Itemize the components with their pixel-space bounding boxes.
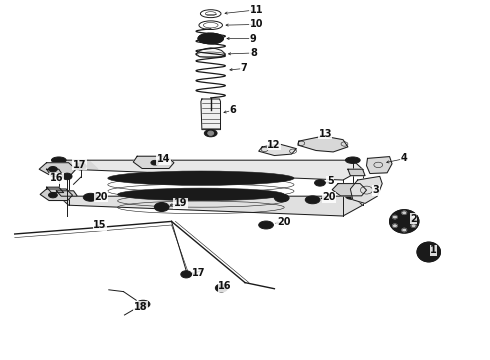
Ellipse shape <box>394 214 414 229</box>
Circle shape <box>419 251 423 253</box>
Ellipse shape <box>204 130 217 137</box>
Circle shape <box>208 131 214 135</box>
Ellipse shape <box>305 196 320 204</box>
Ellipse shape <box>136 300 150 308</box>
Polygon shape <box>259 144 296 156</box>
Text: 15: 15 <box>93 220 107 230</box>
Ellipse shape <box>259 221 273 229</box>
Ellipse shape <box>62 173 72 180</box>
Polygon shape <box>59 196 363 216</box>
Ellipse shape <box>49 192 57 198</box>
Circle shape <box>431 256 435 259</box>
Text: 12: 12 <box>267 140 281 150</box>
Circle shape <box>411 215 416 219</box>
Circle shape <box>402 228 407 232</box>
Ellipse shape <box>51 157 66 163</box>
Circle shape <box>392 215 397 219</box>
Ellipse shape <box>118 188 284 201</box>
Circle shape <box>392 224 397 228</box>
Text: 4: 4 <box>401 153 408 163</box>
Ellipse shape <box>390 210 419 233</box>
Polygon shape <box>201 99 220 130</box>
Text: 6: 6 <box>229 105 236 115</box>
Ellipse shape <box>274 194 289 202</box>
Polygon shape <box>40 189 73 201</box>
Polygon shape <box>59 160 363 180</box>
Circle shape <box>435 251 439 253</box>
Text: 5: 5 <box>327 176 334 186</box>
Polygon shape <box>133 156 174 168</box>
Text: 17: 17 <box>192 267 206 278</box>
Polygon shape <box>196 48 225 57</box>
Text: 9: 9 <box>250 33 257 44</box>
Polygon shape <box>59 160 98 169</box>
Polygon shape <box>39 163 76 175</box>
Ellipse shape <box>345 193 360 199</box>
Polygon shape <box>348 169 365 176</box>
Circle shape <box>423 256 427 259</box>
Ellipse shape <box>83 193 98 201</box>
Ellipse shape <box>75 163 86 170</box>
Ellipse shape <box>345 157 360 163</box>
Ellipse shape <box>181 271 192 278</box>
Ellipse shape <box>151 160 159 165</box>
Ellipse shape <box>204 35 218 42</box>
Text: 1: 1 <box>430 245 437 255</box>
Polygon shape <box>298 136 348 152</box>
Circle shape <box>423 245 427 248</box>
Text: 16: 16 <box>218 281 232 291</box>
Text: 8: 8 <box>250 48 257 58</box>
Ellipse shape <box>417 242 441 262</box>
Text: 16: 16 <box>50 173 64 183</box>
Polygon shape <box>47 169 64 176</box>
Ellipse shape <box>51 193 66 199</box>
Polygon shape <box>350 176 382 203</box>
Text: 20: 20 <box>277 217 291 227</box>
Text: 2: 2 <box>410 213 417 224</box>
Ellipse shape <box>216 284 227 292</box>
Circle shape <box>431 245 435 248</box>
Polygon shape <box>47 187 64 193</box>
Ellipse shape <box>315 180 325 186</box>
Ellipse shape <box>154 202 169 211</box>
Text: 20: 20 <box>322 192 336 202</box>
Polygon shape <box>367 157 392 174</box>
Ellipse shape <box>49 166 57 172</box>
Text: 7: 7 <box>240 63 247 73</box>
Text: 13: 13 <box>318 129 332 139</box>
Text: 20: 20 <box>94 192 108 202</box>
Circle shape <box>402 211 407 215</box>
Text: 11: 11 <box>250 5 264 15</box>
Polygon shape <box>56 191 77 196</box>
Circle shape <box>411 224 416 228</box>
Text: 18: 18 <box>134 302 147 312</box>
Ellipse shape <box>421 246 437 258</box>
Text: 17: 17 <box>73 160 86 170</box>
Ellipse shape <box>198 33 223 44</box>
Text: 19: 19 <box>174 198 188 208</box>
Text: 14: 14 <box>157 154 171 165</box>
Text: 10: 10 <box>250 19 264 30</box>
Polygon shape <box>332 184 367 196</box>
Ellipse shape <box>108 171 294 185</box>
Text: 3: 3 <box>372 185 379 195</box>
